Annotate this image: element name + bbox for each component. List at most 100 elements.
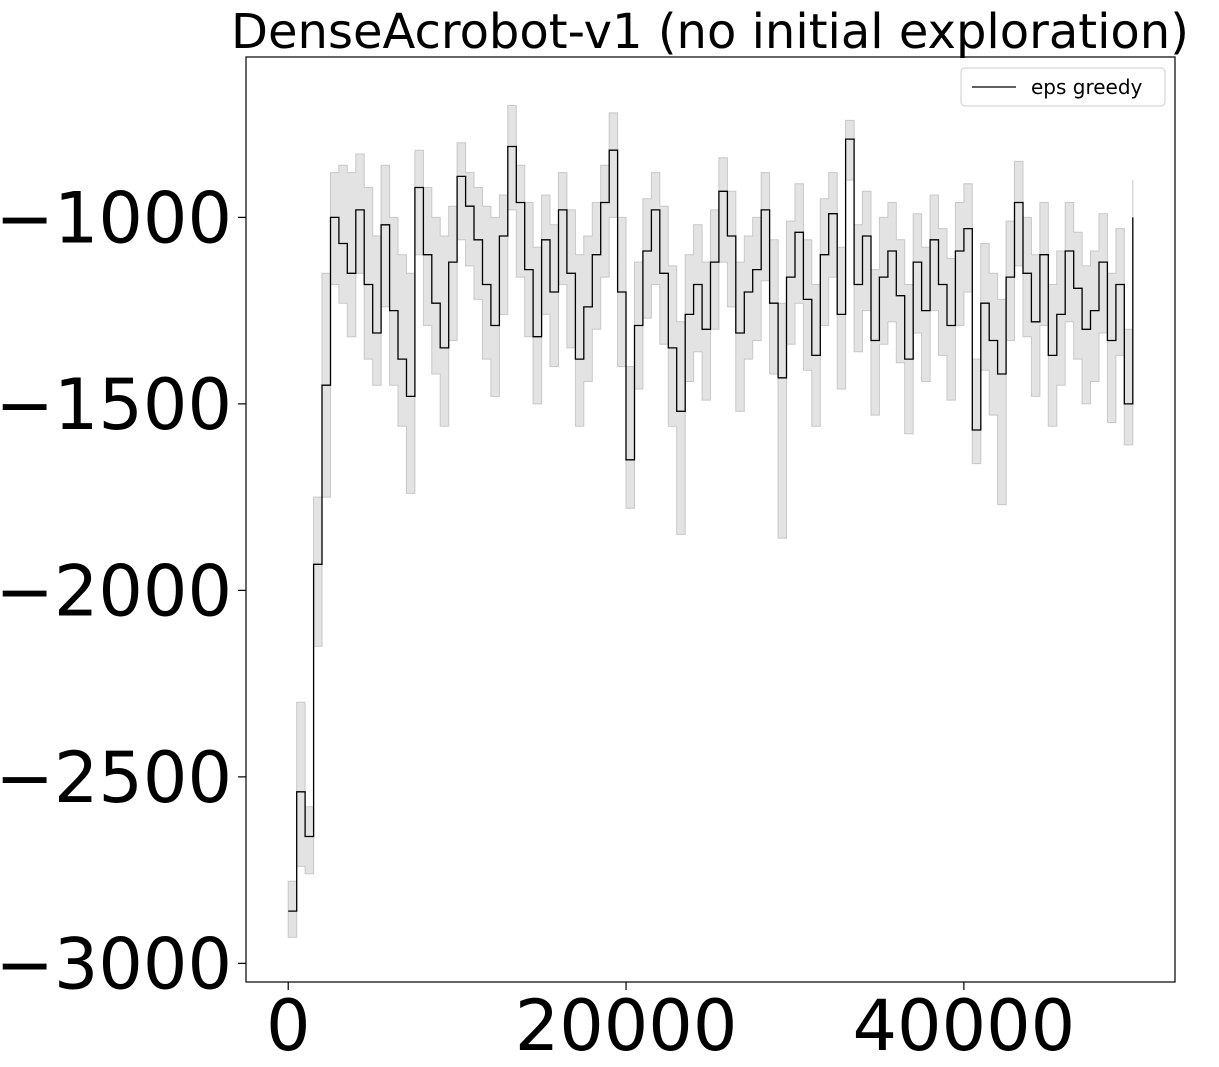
data-point xyxy=(1005,276,1007,278)
series-line-0 xyxy=(288,138,1134,912)
data-point xyxy=(735,332,737,334)
data-point xyxy=(887,250,889,252)
data-point xyxy=(971,429,973,431)
data-point xyxy=(625,459,627,461)
data-point xyxy=(355,209,357,211)
data-point xyxy=(920,309,922,311)
data-point xyxy=(388,309,390,311)
data-point xyxy=(524,268,526,270)
y-tick-label: −3000 xyxy=(0,923,232,1005)
data-point xyxy=(338,242,340,244)
data-point xyxy=(464,205,466,207)
data-point xyxy=(1106,339,1108,341)
legend-label-eps-greedy: eps greedy xyxy=(1031,75,1143,99)
data-point xyxy=(422,254,424,256)
data-point xyxy=(1022,272,1024,274)
data-point xyxy=(287,910,289,912)
data-point xyxy=(811,354,813,356)
data-point xyxy=(431,302,433,304)
data-point xyxy=(1030,321,1032,323)
data-point xyxy=(329,216,331,218)
data-point xyxy=(701,328,703,330)
data-point xyxy=(912,261,914,263)
y-tick-label: −2500 xyxy=(0,737,232,819)
data-point xyxy=(718,190,720,192)
data-point xyxy=(768,302,770,304)
data-point xyxy=(515,201,517,203)
data-point xyxy=(743,291,745,293)
data-point xyxy=(870,339,872,341)
data-point xyxy=(591,254,593,256)
data-point xyxy=(844,138,846,140)
data-point xyxy=(777,377,779,379)
data-point xyxy=(405,395,407,397)
data-point xyxy=(819,254,821,256)
y-tick-label: −1000 xyxy=(0,177,232,259)
data-point xyxy=(1089,309,1091,311)
data-point xyxy=(836,313,838,315)
data-point xyxy=(616,291,618,293)
data-point xyxy=(296,791,298,793)
x-tick-label: 0 xyxy=(266,985,311,1067)
data-point xyxy=(676,410,678,412)
y-tick-label: −1500 xyxy=(0,364,232,446)
data-point xyxy=(481,283,483,285)
data-point xyxy=(861,235,863,237)
data-point xyxy=(600,201,602,203)
data-point xyxy=(414,186,416,188)
data-point xyxy=(726,235,728,237)
data-point xyxy=(642,250,644,252)
data-point xyxy=(304,835,306,837)
data-point xyxy=(566,272,568,274)
data-point xyxy=(1056,313,1058,315)
data-point xyxy=(794,231,796,233)
data-point xyxy=(1073,287,1075,289)
data-point xyxy=(1013,201,1015,203)
data-point xyxy=(372,332,374,334)
data-point xyxy=(659,272,661,274)
data-point xyxy=(954,250,956,252)
data-point xyxy=(937,283,939,285)
data-point xyxy=(980,302,982,304)
plot-frame xyxy=(245,56,1176,983)
data-point xyxy=(1132,216,1134,218)
data-point xyxy=(946,324,948,326)
data-point xyxy=(1064,250,1066,252)
data-point xyxy=(633,324,635,326)
data-point xyxy=(380,224,382,226)
data-point xyxy=(363,283,365,285)
data-point xyxy=(684,313,686,315)
data-point xyxy=(802,298,804,300)
data-point xyxy=(650,209,652,211)
data-point xyxy=(785,276,787,278)
data-point xyxy=(608,149,610,151)
data-point xyxy=(312,563,314,565)
data-point xyxy=(692,283,694,285)
chart-title: DenseAcrobot-v1 (no initial exploration) xyxy=(231,4,1189,60)
legend-box xyxy=(960,67,1166,107)
data-point xyxy=(532,336,534,338)
data-point xyxy=(828,213,830,215)
data-point xyxy=(1039,254,1041,256)
data-point xyxy=(988,339,990,341)
data-point xyxy=(878,276,880,278)
data-point xyxy=(1081,328,1083,330)
data-point xyxy=(929,239,931,241)
data-point xyxy=(540,239,542,241)
data-point xyxy=(439,347,441,349)
data-point xyxy=(853,283,855,285)
data-point xyxy=(574,358,576,360)
data-point xyxy=(321,384,323,386)
data-point xyxy=(963,227,965,229)
data-point xyxy=(456,175,458,177)
data-point xyxy=(996,373,998,375)
x-tick-label: 40000 xyxy=(853,985,1076,1067)
data-point xyxy=(752,268,754,270)
data-point xyxy=(498,235,500,237)
data-point xyxy=(490,324,492,326)
data-point xyxy=(1098,261,1100,263)
data-point xyxy=(397,358,399,360)
x-tick-label: 20000 xyxy=(515,985,738,1067)
data-point xyxy=(904,358,906,360)
data-point xyxy=(760,209,762,211)
